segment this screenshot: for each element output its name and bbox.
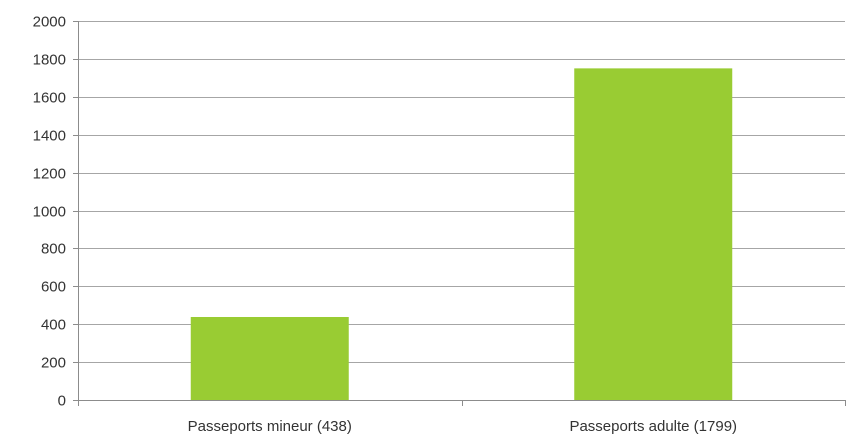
- y-tick-label-200: 200: [41, 355, 66, 372]
- axes: [73, 21, 846, 406]
- y-tick-label-1200: 1200: [33, 166, 66, 183]
- x-tick-labels: Passeports mineur (438) Passeports adulte…: [188, 418, 737, 435]
- y-tick-label-0: 0: [58, 393, 66, 410]
- bar-2: [574, 68, 733, 400]
- y-tick-label-1800: 1800: [33, 52, 66, 69]
- y-tick-labels: 0 200 400 600 800 1000 1200 1400 1600 1800 2000: [33, 14, 66, 410]
- x-tick-label-1: Passeports mineur (438): [188, 418, 352, 435]
- x-tick-label-2: Passeports adulte (1799): [569, 418, 737, 435]
- y-tick-label-1600: 1600: [33, 90, 66, 107]
- y-tick-label-1000: 1000: [33, 204, 66, 221]
- y-tick-label-800: 800: [41, 241, 66, 258]
- bars: [190, 68, 733, 400]
- y-tick-label-600: 600: [41, 279, 66, 296]
- y-tick-label-1400: 1400: [33, 128, 66, 145]
- bar-1: [190, 316, 349, 400]
- y-tick-label-2000: 2000: [33, 14, 66, 31]
- y-tick-label-400: 400: [41, 317, 66, 334]
